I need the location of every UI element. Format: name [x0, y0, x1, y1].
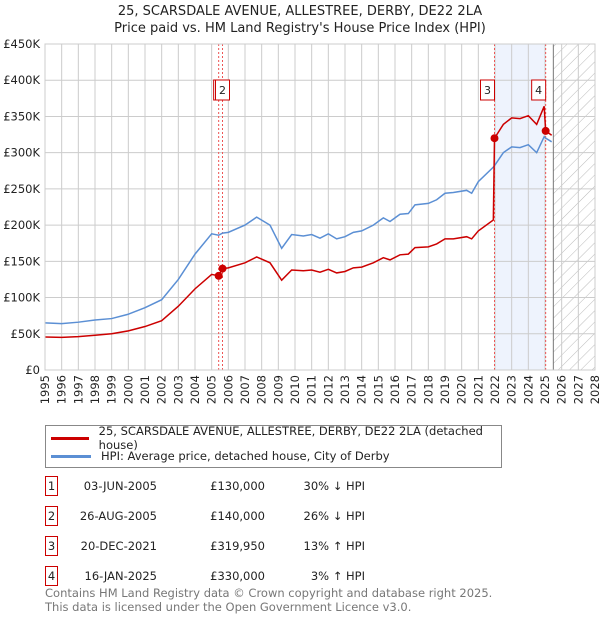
y-tick-label: £200K — [3, 218, 40, 232]
x-tick-label: 2009 — [271, 375, 285, 404]
x-tick-label: 2012 — [321, 375, 335, 404]
sale-price: £130,000 — [210, 479, 265, 493]
sale-hpi-diff: 26% ↓ HPI — [303, 509, 365, 523]
y-tick-label: £250K — [3, 182, 40, 196]
y-tick-label: £400K — [3, 73, 40, 87]
x-tick-label: 2004 — [188, 375, 202, 404]
y-tick-label: £300K — [3, 146, 40, 160]
chart-title: 25, SCARSDALE AVENUE, ALLESTREE, DERBY, … — [117, 4, 483, 19]
plot-frame — [44, 43, 596, 371]
x-tick-label: 2013 — [338, 375, 352, 404]
legend-label: 25, SCARSDALE AVENUE, ALLESTREE, DERBY, … — [98, 424, 483, 452]
sale-date: 03-JUN-2005 — [83, 479, 157, 493]
sale-point — [490, 134, 499, 143]
x-tick-label: 1997 — [71, 375, 85, 404]
x-tick-label: 2011 — [305, 375, 319, 404]
sale-label: 2 — [219, 84, 226, 97]
sale-point — [214, 271, 223, 280]
sale-row: 3 20-DEC-2021 £319,950 13% ↑ HPI — [45, 536, 385, 556]
x-tick-label: 2001 — [138, 375, 152, 404]
x-tick-label: 2016 — [388, 375, 402, 404]
property-line — [44, 106, 553, 339]
sale-label-box — [480, 79, 495, 101]
x-tick-label: 2026 — [555, 375, 569, 404]
x-tick-label: 2015 — [371, 375, 385, 404]
x-tick-label: 2027 — [571, 375, 585, 404]
x-tick-label: 2022 — [488, 375, 502, 404]
y-tick-label: £0 — [25, 363, 40, 377]
x-tick-label: 2010 — [288, 375, 302, 404]
sale-hpi-diff: 3% ↑ HPI — [310, 569, 365, 583]
sale-date: 16-JAN-2025 — [84, 569, 158, 583]
footer-line-2: This data is licensed under the Open Gov… — [45, 600, 412, 614]
sale-point — [541, 126, 550, 135]
sale-date: 26-AUG-2005 — [79, 509, 157, 523]
x-tick-label: 2000 — [121, 375, 135, 404]
sale-hpi-diff: 13% ↑ HPI — [303, 539, 365, 553]
x-tick-label: 2014 — [355, 375, 369, 404]
legend-swatch-red — [51, 436, 89, 440]
x-tick-label: 2017 — [405, 375, 419, 404]
y-tick-label: £150K — [3, 254, 40, 268]
y-tick-label: £450K — [3, 37, 40, 51]
x-tick-label: 2005 — [205, 375, 219, 404]
price-chart: 1995 1996 1997 1998 1999 2000 2001 2002 2003 2004… — [3, 37, 600, 404]
x-tick-label: 1996 — [55, 375, 69, 404]
hpi-line — [44, 135, 553, 325]
sale-row: 1 03-JUN-2005 £130,000 30% ↓ HPI — [45, 476, 385, 496]
footer-line-1: Contains HM Land Registry data © Crown c… — [45, 586, 493, 600]
sale-number: 2 — [45, 506, 58, 526]
sale-hpi-diff: 30% ↓ HPI — [303, 479, 365, 493]
legend-swatch-blue — [51, 454, 91, 458]
legend: 25, SCARSDALE AVENUE, ALLESTREE, DERBY, … — [45, 424, 502, 468]
x-tick-label: 2028 — [588, 375, 600, 404]
sale-point — [218, 264, 227, 273]
forecast-hatch — [553, 44, 595, 370]
sale-price: £319,950 — [210, 539, 265, 553]
sale-row: 4 16-JAN-2025 £330,000 3% ↑ HPI — [45, 566, 385, 586]
legend-item-property: 25, SCARSDALE AVENUE, ALLESTREE, DERBY, … — [51, 424, 501, 452]
sale-price: £140,000 — [210, 509, 265, 523]
x-tick-label: 2002 — [155, 375, 169, 404]
y-tick-label: £350K — [3, 109, 40, 123]
x-tick-label: 2018 — [421, 375, 435, 404]
sale-row: 2 26-AUG-2005 £140,000 26% ↓ HPI — [45, 506, 385, 526]
sale-number: 4 — [45, 566, 58, 586]
x-tick-label: 2008 — [255, 375, 269, 404]
sale-price: £330,000 — [210, 569, 265, 583]
x-tick-label: 1995 — [38, 375, 52, 404]
sale-number: 1 — [45, 476, 58, 496]
sale-label: 4 — [535, 84, 542, 97]
x-tick-label: 2024 — [521, 375, 535, 404]
sale-label-box — [531, 79, 547, 101]
x-tick-label: 1999 — [105, 375, 119, 404]
sale-number: 3 — [45, 536, 58, 556]
x-tick-label: 2006 — [221, 375, 235, 404]
legend-label: HPI: Average price, detached house, City… — [101, 449, 390, 463]
x-tick-label: 2023 — [505, 375, 519, 404]
sale-date: 20-DEC-2021 — [80, 539, 157, 553]
x-tick-label: 2025 — [538, 375, 552, 404]
y-tick-label: £50K — [11, 327, 41, 341]
x-tick-label: 2003 — [171, 375, 185, 404]
x-tick-label: 2019 — [438, 375, 452, 404]
x-tick-label: 1998 — [88, 375, 102, 404]
sale-label: 3 — [484, 84, 491, 97]
x-tick-label: 2007 — [238, 375, 252, 404]
x-tick-label: 2021 — [471, 375, 485, 404]
y-tick-label: £100K — [3, 291, 40, 305]
sale-label-box — [215, 79, 230, 101]
legend-item-hpi: HPI: Average price, detached house, City… — [51, 448, 390, 464]
x-tick-label: 2020 — [455, 375, 469, 404]
chart-subtitle: Price paid vs. HM Land Registry's House … — [114, 21, 486, 36]
